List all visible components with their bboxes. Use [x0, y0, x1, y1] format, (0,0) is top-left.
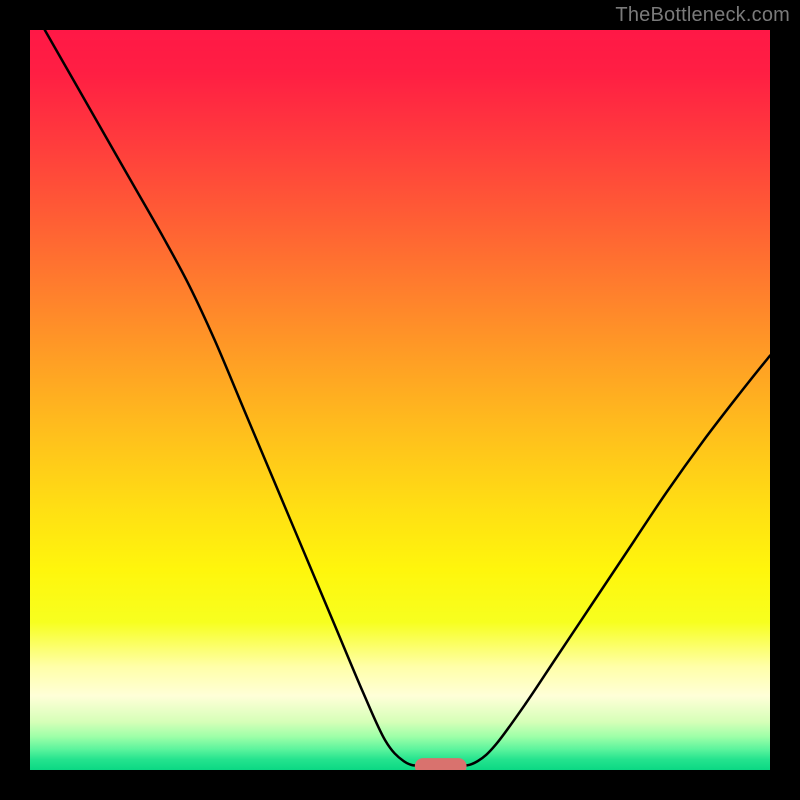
- optimal-range-marker: [415, 758, 467, 770]
- chart-frame: TheBottleneck.com: [0, 0, 800, 800]
- plot-area: [30, 30, 770, 770]
- gradient-background: [30, 30, 770, 770]
- source-watermark: TheBottleneck.com: [615, 4, 790, 27]
- bottleneck-chart-svg: [30, 30, 770, 770]
